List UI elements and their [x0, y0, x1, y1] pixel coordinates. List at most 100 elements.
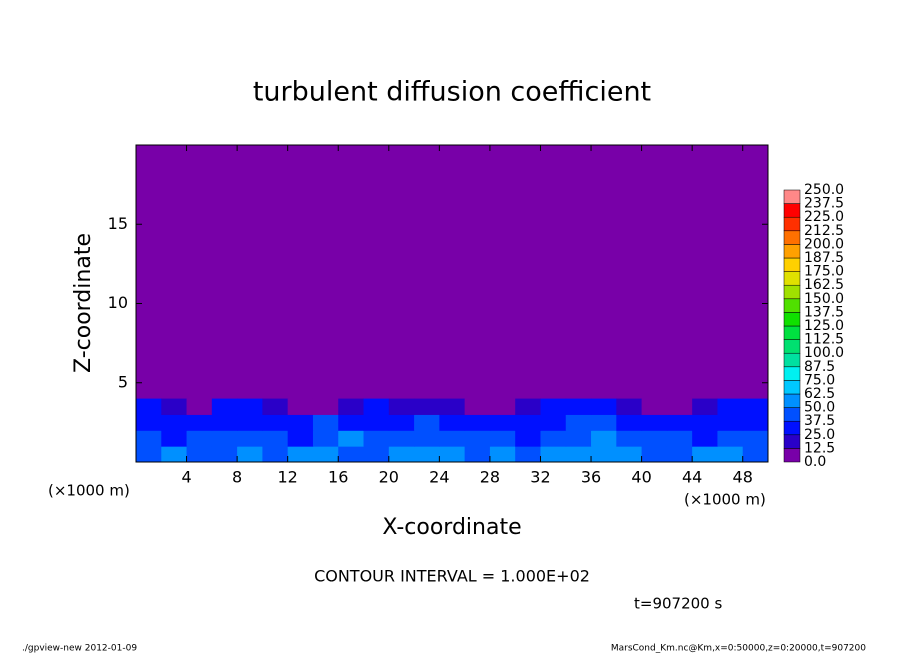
colorbar-swatch — [783, 244, 801, 259]
x-axis-label: X-coordinate — [382, 515, 521, 540]
y-tick-label: 15 — [108, 214, 128, 233]
heatmap-cell — [540, 430, 567, 447]
colorbar-swatch — [783, 448, 801, 463]
heatmap-cell — [742, 446, 769, 463]
heatmap-cell — [616, 446, 643, 463]
heatmap-cell — [136, 398, 162, 415]
heatmap-cell — [464, 414, 491, 431]
heatmap-cell — [439, 446, 466, 463]
x-tick-label: 12 — [278, 468, 298, 487]
y-tick-label: 10 — [108, 293, 128, 312]
heatmap-cell — [565, 414, 592, 431]
heatmap-cell — [211, 430, 238, 447]
heatmap-cell — [363, 430, 390, 447]
colorbar-label: 12.5 — [804, 440, 835, 456]
heatmap-cell — [161, 430, 188, 447]
colorbar-swatch — [783, 203, 801, 218]
heatmap-cell — [591, 414, 617, 431]
heatmap-cell — [262, 446, 289, 463]
x-tick-label: 8 — [232, 468, 242, 487]
colorbar-label: 250.0 — [804, 182, 844, 198]
colorbar-swatch — [783, 325, 801, 340]
heatmap-cell — [312, 414, 339, 431]
heatmap-cell — [388, 446, 415, 463]
heatmap-cell — [439, 430, 466, 447]
heatmap-cell — [641, 398, 668, 415]
x-tick-label: 24 — [429, 468, 449, 487]
heatmap-cell — [641, 414, 668, 431]
heatmap-cell — [414, 430, 440, 447]
x-tick-label: 20 — [379, 468, 399, 487]
colorbar-label: 212.5 — [804, 223, 844, 239]
heatmap-cell — [464, 398, 491, 415]
heatmap-cell — [363, 414, 390, 431]
heatmap-cell — [338, 414, 365, 431]
heatmap-cell — [717, 414, 744, 431]
heatmap-cell — [692, 446, 718, 463]
heatmap-cell — [262, 414, 289, 431]
colorbar-swatch — [783, 189, 801, 204]
heatmap-cell — [641, 446, 668, 463]
heatmap-cell — [565, 446, 592, 463]
heatmap-cell — [363, 398, 390, 415]
heatmap-cell — [464, 430, 491, 447]
colorbar-label: 175.0 — [804, 264, 844, 280]
heatmap-cell — [540, 398, 567, 415]
heatmap-cell — [591, 446, 617, 463]
heatmap-cell — [338, 446, 365, 463]
colorbar-swatch — [783, 257, 801, 272]
heatmap-cell — [136, 446, 162, 463]
heatmap-cell — [237, 414, 263, 431]
heatmap-cell — [717, 398, 744, 415]
heatmap-cell — [287, 430, 314, 447]
colorbar-label: 37.5 — [804, 413, 835, 429]
heatmap-cell — [237, 398, 263, 415]
footer-right: MarsCond_Km.nc@Km,x=0:50000,z=0:20000,t=… — [611, 644, 866, 654]
heatmap-cell — [414, 398, 440, 415]
y-unit-label: (×1000 m) — [48, 482, 130, 500]
heatmap-cell — [312, 446, 339, 463]
heatmap-cell — [287, 398, 314, 415]
colorbar-swatch — [783, 352, 801, 368]
time-label: t=907200 s — [634, 595, 722, 613]
colorbar-label: 62.5 — [804, 386, 835, 402]
chart-title: turbulent diffusion coefficient — [253, 77, 651, 108]
heatmap-cell — [262, 430, 289, 447]
colorbar-label: 50.0 — [804, 400, 835, 416]
colorbar-label: 150.0 — [804, 291, 844, 307]
colorbar-label: 0.0 — [804, 454, 826, 470]
heatmap-cell — [515, 446, 541, 463]
colorbar-swatch — [783, 298, 801, 313]
heatmap-cell — [338, 430, 365, 447]
contour-note: CONTOUR INTERVAL = 1.000E+02 — [314, 567, 590, 586]
heatmap-cell — [666, 430, 693, 447]
heatmap-cell — [565, 430, 592, 447]
x-tick-label: 36 — [581, 468, 601, 487]
colorbar-label: 87.5 — [804, 359, 835, 375]
heatmap-cell — [616, 414, 643, 431]
heatmap-cell — [388, 430, 415, 447]
x-unit-label: (×1000 m) — [684, 491, 766, 509]
heatmap-cell — [565, 398, 592, 415]
heatmap-cell — [666, 414, 693, 431]
heatmap-cell — [591, 398, 617, 415]
heatmap-cell — [388, 398, 415, 415]
heatmap-cell — [287, 446, 314, 463]
colorbar-swatch — [783, 312, 801, 327]
colorbar-label: 237.5 — [804, 196, 844, 212]
heatmap-cell — [287, 414, 314, 431]
heatmap-cell — [211, 414, 238, 431]
heatmap-cell — [338, 398, 365, 415]
heatmap-cell — [186, 430, 213, 447]
colorbar-swatch — [783, 407, 801, 422]
colorbar-label: 75.0 — [804, 372, 835, 388]
x-tick-label: 40 — [631, 468, 651, 487]
heatmap-cell — [489, 414, 516, 431]
heatmap-cell — [540, 414, 567, 431]
heatmap-cell — [414, 446, 440, 463]
heatmap-cell — [742, 430, 769, 447]
heatmap-cell — [717, 446, 744, 463]
heatmap-cell — [616, 430, 643, 447]
heatmap-cell — [717, 430, 744, 447]
colorbar-swatch — [783, 393, 801, 408]
